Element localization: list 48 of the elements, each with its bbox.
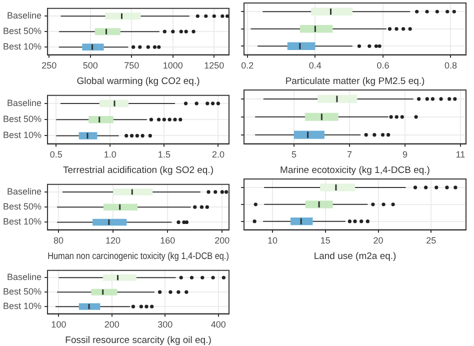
- x-tick-label: 80: [53, 236, 64, 246]
- y-tick-label: Best 50%: [2, 202, 42, 212]
- x-tick-label: 160: [160, 236, 176, 246]
- y-tick-label: Baseline: [6, 10, 42, 21]
- x-tick-label: 200: [214, 236, 230, 246]
- y-tick-label: Best 10%: [2, 130, 42, 140]
- y-tick-label: Best 50%: [2, 114, 42, 124]
- x-axis-title: Human non carcinogenic toxicity (kg 1,4-DCB eq.): [48, 250, 229, 262]
- x-tick-label: 0.4: [308, 60, 322, 71]
- x-tick-label: 120: [106, 236, 121, 246]
- x-tick-label: 11: [456, 150, 466, 160]
- x-tick-label: 2.0: [212, 150, 224, 160]
- x-tick-label: 15: [320, 236, 330, 246]
- x-tick-label: 1.0: [104, 150, 116, 160]
- y-tick-label: Best 10%: [2, 216, 42, 227]
- y-tick-label: Best 50%: [2, 286, 42, 297]
- x-tick-label: 7: [346, 150, 352, 160]
- x-tick-label: 500: [82, 60, 98, 71]
- x-tick-label: 300: [158, 320, 173, 330]
- x-tick-label: 0.2: [241, 60, 254, 71]
- x-tick-label: 100: [51, 320, 66, 330]
- y-tick-label: Baseline: [6, 272, 42, 282]
- x-axis-title: Fossil resource scarcity (kg oil eq.): [65, 334, 212, 346]
- x-tick-label: 250: [42, 60, 57, 71]
- x-tick-label: 1.5: [158, 150, 170, 160]
- x-axis-title: Terrestrial acidification (kg SO2 eq.): [63, 164, 214, 176]
- x-tick-label: 20: [373, 236, 384, 246]
- x-tick-label: 1000: [162, 60, 183, 71]
- x-axis-title: Global warming (kg CO2 eq.): [76, 76, 200, 87]
- x-tick-label: 0.8: [444, 60, 458, 71]
- y-tick-label: Baseline: [6, 98, 42, 108]
- y-tick-label: Best 50%: [2, 26, 42, 36]
- x-axis-title: Marine ecotoxicity (kg 1,4-DCB eq.): [280, 164, 430, 176]
- y-tick-label: Best 10%: [2, 301, 42, 312]
- x-tick-label: 5: [291, 150, 296, 160]
- x-tick-label: 9: [402, 150, 408, 160]
- y-tick-label: Best 10%: [2, 42, 42, 52]
- x-tick-label: 200: [104, 320, 120, 330]
- x-axis-title: Particulate matter (kg PM2.5 eq.): [285, 76, 425, 87]
- y-tick-label: Baseline: [6, 186, 42, 196]
- x-tick-label: 0.6: [376, 60, 390, 71]
- x-tick-label: 1250: [204, 60, 224, 71]
- x-tick-label: 0.5: [50, 150, 62, 160]
- x-axis-title: Land use (m2a eq.): [314, 250, 396, 262]
- x-tick-label: 10: [268, 236, 278, 246]
- x-tick-label: 400: [210, 320, 226, 330]
- x-tick-label: 750: [124, 60, 140, 71]
- x-tick-label: 25: [426, 236, 436, 246]
